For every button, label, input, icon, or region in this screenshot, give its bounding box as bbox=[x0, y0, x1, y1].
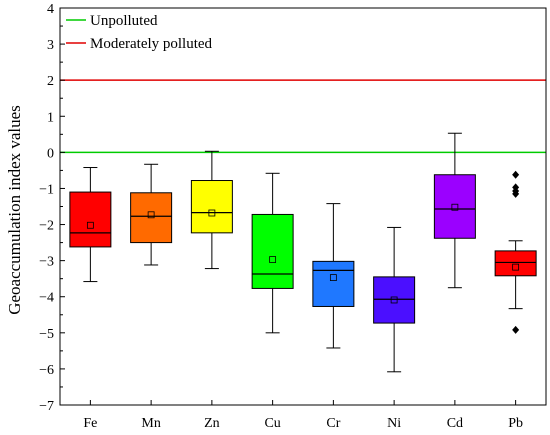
iqr-box bbox=[373, 276, 416, 324]
box-pb bbox=[494, 170, 537, 334]
mean-marker bbox=[329, 274, 337, 281]
x-tick-label-pb: Pb bbox=[508, 416, 523, 431]
y-axis-title: Geoaccumulation index values bbox=[5, 105, 24, 315]
y-tick-label: −6 bbox=[39, 363, 54, 378]
box-fe bbox=[69, 167, 112, 283]
box-cu bbox=[251, 172, 294, 334]
y-tick-label: −4 bbox=[39, 291, 54, 306]
x-tick-label-zn: Zn bbox=[204, 416, 220, 431]
x-tick-label-mn: Mn bbox=[141, 416, 160, 431]
box-cd bbox=[433, 132, 476, 289]
x-tick-label-cr: Cr bbox=[326, 416, 340, 431]
outlier-point bbox=[512, 325, 520, 334]
iqr-box bbox=[312, 260, 355, 307]
mean-marker bbox=[451, 203, 459, 211]
iqr-box bbox=[433, 174, 476, 239]
mean-marker bbox=[512, 263, 520, 271]
mean-marker bbox=[390, 296, 398, 304]
outlier-point bbox=[512, 170, 520, 179]
y-tick-label: −3 bbox=[39, 255, 54, 270]
x-tick-label-fe: Fe bbox=[83, 416, 97, 431]
iqr-box bbox=[251, 213, 294, 289]
y-tick-label: −1 bbox=[39, 182, 54, 197]
y-tick-label: 3 bbox=[47, 38, 54, 53]
mean-marker bbox=[269, 256, 277, 263]
iqr-box bbox=[69, 191, 112, 248]
y-tick-label: 4 bbox=[47, 2, 54, 17]
y-tick-label: −5 bbox=[39, 327, 54, 342]
box-zn bbox=[190, 150, 233, 270]
legend-label: Moderately polluted bbox=[90, 36, 213, 52]
x-tick-label-cd: Cd bbox=[447, 416, 463, 431]
iqr-box bbox=[190, 180, 233, 234]
mean-marker bbox=[208, 209, 216, 217]
box-ni bbox=[373, 226, 416, 373]
y-tick-label: 1 bbox=[47, 110, 54, 125]
box-cr bbox=[312, 203, 355, 349]
y-tick-label: −7 bbox=[39, 399, 54, 414]
mean-marker bbox=[86, 221, 94, 229]
x-tick-label-ni: Ni bbox=[387, 416, 401, 431]
y-tick-label: 2 bbox=[47, 74, 54, 89]
y-tick-label: −2 bbox=[39, 219, 54, 234]
mean-marker bbox=[147, 211, 155, 219]
legend-label: Unpolluted bbox=[90, 13, 158, 29]
outlier-point bbox=[512, 189, 520, 198]
y-tick-label: 0 bbox=[47, 146, 54, 161]
x-tick-label-cu: Cu bbox=[264, 416, 280, 431]
iqr-box bbox=[494, 250, 537, 277]
box-mn bbox=[130, 163, 173, 266]
